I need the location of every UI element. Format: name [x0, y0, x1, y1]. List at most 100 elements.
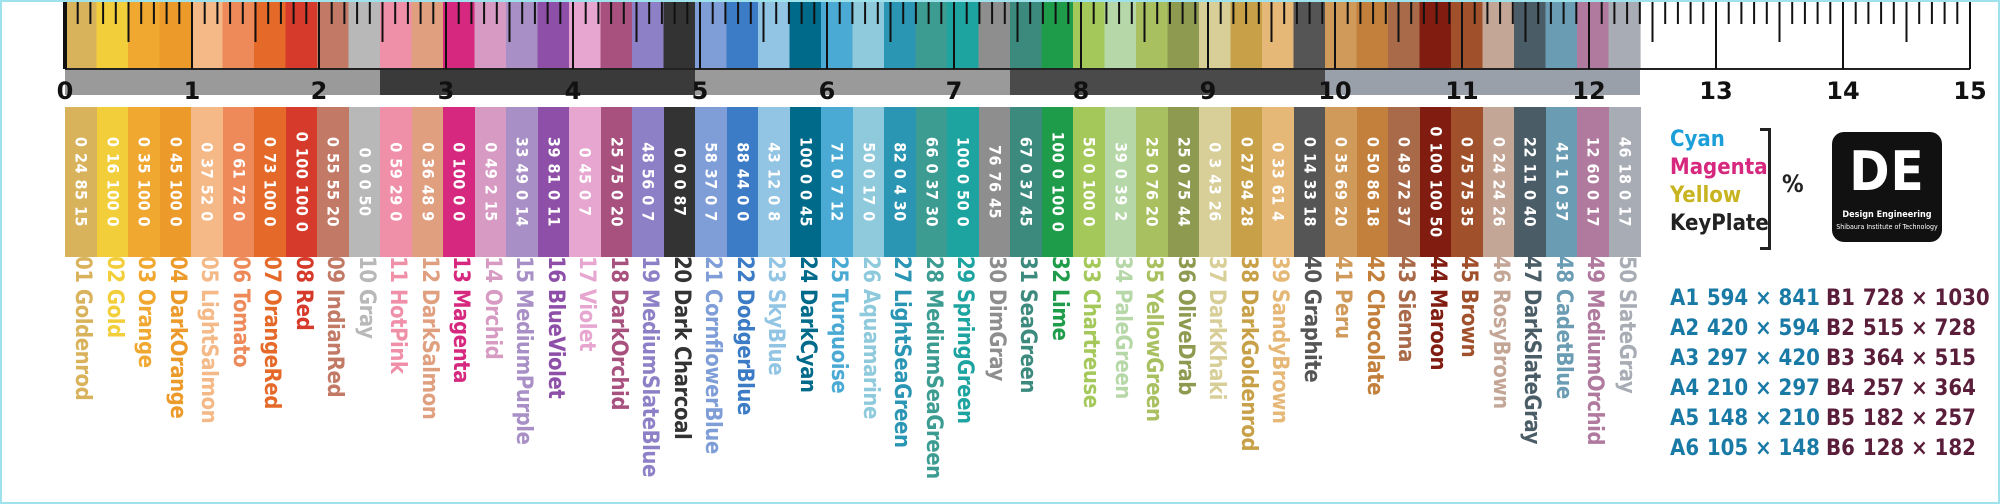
- ruler-band: [380, 69, 695, 95]
- swatch-cmyk: 0 45 0 7: [569, 107, 602, 257]
- swatch-name-text: 15 MediumPurple: [511, 256, 536, 445]
- swatch-cmyk: 39 0 39 2: [1104, 107, 1137, 257]
- swatch-cmyk: 0 45 100 0: [159, 107, 192, 257]
- swatch-name: 43 Sienna: [1388, 256, 1418, 486]
- swatch-name: 07 OrangeRed: [254, 256, 284, 486]
- ruler-color-strip: [821, 2, 854, 69]
- swatch-cmyk-value: 58 37 0 7: [701, 142, 721, 222]
- swatch-cmyk-value: 39 81 0 11: [544, 136, 564, 228]
- swatch-cmyk: 50 0 100 0: [1073, 107, 1106, 257]
- swatch-name-text: 07 OrangeRed: [259, 256, 284, 409]
- swatch-cmyk: 0 75 75 35: [1451, 107, 1484, 257]
- ruler-color-strip: [600, 2, 633, 69]
- swatch-name: 20 Dark Charcoal: [664, 256, 694, 486]
- swatch-cmyk-value: 0 14 33 18: [1300, 136, 1320, 228]
- swatch-cmyk-value: 88 44 0 0: [733, 142, 753, 222]
- swatch-name: 32 Lime: [1042, 256, 1072, 486]
- paper-size-code: A1: [1670, 286, 1700, 311]
- swatch-cmyk: 71 0 7 12: [821, 107, 854, 257]
- ruler-band: [1010, 69, 1325, 95]
- ruler: 01234567891011121314151inch2inch3inch4in…: [57, 2, 1987, 107]
- swatch-cmyk-value: 22 11 0 40: [1520, 136, 1540, 228]
- swatch-cmyk: 0 100 0 0: [443, 107, 476, 257]
- swatch-name: 13 Magenta: [443, 256, 473, 486]
- swatch-cmyk: 0 73 100 0: [254, 107, 287, 257]
- swatch-cmyk-value: 0 24 85 15: [71, 136, 91, 228]
- swatch-cmyk-value: 0 27 94 28: [1237, 136, 1257, 228]
- swatch-name: 09 IndianRed: [317, 256, 347, 486]
- ruler-band: [65, 69, 380, 95]
- swatch-name-text: 50 SlateGray: [1613, 256, 1639, 394]
- paper-size-code: A3: [1670, 346, 1700, 371]
- swatch-name-text: 47 DarkSlateGray: [1519, 256, 1544, 445]
- swatch-name: 39 SandyBrown: [1262, 256, 1292, 486]
- swatch-name-text: 05 LightSalmon: [196, 256, 221, 424]
- swatch-name-text: 44 Maroon: [1424, 256, 1450, 371]
- swatch-cmyk-value: 67 0 37 45: [1016, 136, 1036, 228]
- ruler-cm-label: 3: [438, 77, 455, 105]
- swatch-cmyk-value: 0 100 100 0: [292, 131, 312, 233]
- swatch-name-text: 09 IndianRed: [322, 256, 347, 398]
- swatch-cmyk: 0 24 24 26: [1482, 107, 1515, 257]
- swatch-name: 17 Violet: [569, 256, 599, 486]
- ruler-color-strip: [222, 2, 255, 69]
- swatch-name: 15 MediumPurple: [506, 256, 536, 486]
- ruler-color-strip: [663, 2, 696, 69]
- swatch-cmyk: 0 3 43 26: [1199, 107, 1232, 257]
- swatch-name-text: 01 Goldenrod: [70, 256, 95, 401]
- swatch-name-text: 49 MediumOrchid: [1582, 256, 1607, 446]
- ruler-inch-label: 5inch: [1621, 106, 1676, 107]
- swatch-cmyk-value: 100 0 50 0: [953, 136, 973, 228]
- swatch-cmyk: 50 0 17 0: [852, 107, 885, 257]
- swatch-name: 24 DarkCyan: [790, 256, 820, 486]
- swatch-cmyk-value: 0 49 72 37: [1394, 136, 1414, 228]
- swatch-name: 12 DarkSalmon: [412, 256, 442, 486]
- swatch-name-text: 32 Lime: [1046, 256, 1072, 341]
- paper-size-a5: A5 148 × 210: [1670, 404, 1820, 434]
- swatch-cmyk: 66 0 37 30: [915, 107, 948, 257]
- ruler-color-strip: [1577, 2, 1610, 69]
- swatch-name-text: 38 DarkGoldenrod: [1235, 256, 1261, 451]
- paper-size-code: A4: [1670, 376, 1700, 401]
- swatch-cmyk-value: 50 0 100 0: [1079, 136, 1099, 228]
- swatch-cmyk: 58 37 0 7: [695, 107, 728, 257]
- ruler-color-strip: [1262, 2, 1295, 69]
- ruler-color-strip: [65, 2, 98, 69]
- swatch-cmyk: 0 0 0 87: [663, 107, 696, 257]
- paper-size-dims: 105 × 148: [1700, 436, 1820, 461]
- swatch-cmyk: 0 100 100 0: [285, 107, 318, 257]
- swatch-cmyk-value: 100 0 0 45: [796, 136, 816, 228]
- swatch-name: 25 Turquoise: [821, 256, 851, 486]
- swatch-name: 42 Chocolate: [1357, 256, 1387, 486]
- ruler-color-strip: [789, 2, 822, 69]
- swatch-cmyk: 0 50 86 18: [1356, 107, 1389, 257]
- ruler-color-strip: [1073, 2, 1106, 69]
- ruler-color-strip: [474, 2, 507, 69]
- swatch-cmyk-value: 25 0 75 44: [1174, 136, 1194, 228]
- ruler-cm-label: 2: [311, 77, 328, 105]
- ruler-color-strip: [285, 2, 318, 69]
- swatch-name: 47 DarkSlateGray: [1514, 256, 1544, 486]
- swatch-cmyk: 22 11 0 40: [1514, 107, 1547, 257]
- swatch-cmyk: 0 37 52 0: [191, 107, 224, 257]
- swatch-cmyk: 100 0 50 0: [947, 107, 980, 257]
- swatch-name-text: 25 Turquoise: [826, 256, 851, 394]
- de-logo: DE Design Engineering Shibaura Institute…: [1832, 132, 1942, 242]
- swatch-cmyk-value: 0 50 86 18: [1363, 136, 1383, 228]
- paper-size-b5: B5 182 × 257: [1826, 404, 1976, 434]
- paper-size-code: A6: [1670, 436, 1700, 461]
- paper-size-dims: 594 × 841: [1700, 286, 1820, 311]
- ruler-cm-label: 9: [1200, 77, 1217, 105]
- swatch-cmyk: 39 81 0 11: [537, 107, 570, 257]
- swatch-cmyk-value: 0 35 100 0: [134, 136, 154, 228]
- ruler-band: [1325, 69, 1640, 95]
- swatch-name-text: 40 Graphite: [1298, 256, 1324, 383]
- swatch-name: 18 DarkOrchid: [601, 256, 631, 486]
- swatch-cmyk: 12 60 0 17: [1577, 107, 1610, 257]
- paper-size-dims: 210 × 297: [1700, 376, 1820, 401]
- swatch-name: 26 Aquamarine: [853, 256, 883, 486]
- swatch-name: 21 CornflowerBlue: [695, 256, 725, 486]
- swatch-cmyk-value: 100 0 100 0: [1048, 131, 1068, 233]
- paper-size-dims: 297 × 420: [1700, 346, 1820, 371]
- swatch-cmyk-value: 41 1 0 37: [1552, 142, 1572, 222]
